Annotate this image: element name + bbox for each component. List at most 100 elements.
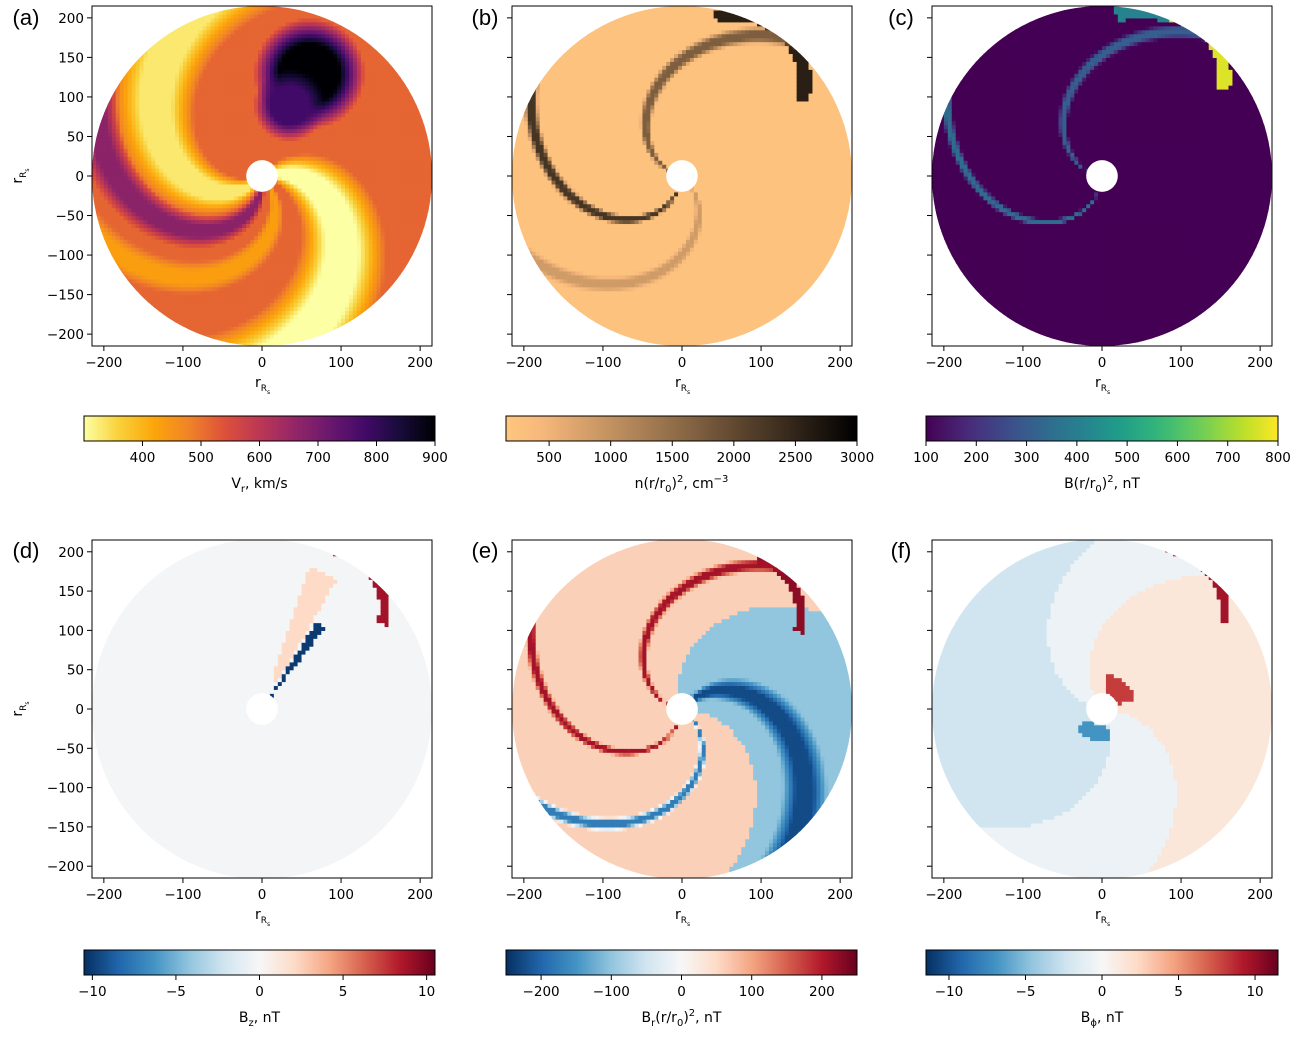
colorbar-tick-label: 500	[188, 450, 214, 466]
colorbar	[925, 949, 1279, 976]
x-tick-label: 0	[258, 355, 267, 371]
panel-c: (c) −200 −100 0 100 200 rRs 100 200 300 400 500 600 7…	[888, 5, 1291, 495]
inner-boundary	[666, 160, 698, 192]
x-tick-label: −200	[85, 887, 122, 903]
colorbar-tick-label: 900	[422, 450, 448, 466]
colorbar	[83, 415, 436, 442]
y-tick-label: 50	[67, 663, 84, 679]
colorbar-label: Bz, nT	[239, 1010, 281, 1029]
x-tick-label: −100	[164, 355, 201, 371]
y-axis-label: rRs	[10, 168, 31, 183]
y-tick-label: 200	[58, 545, 84, 561]
colorbar-tick-label: −10	[78, 984, 107, 1000]
y-tick-label: 100	[58, 90, 84, 106]
y-tick-label: 150	[58, 50, 84, 66]
colorbar-label: n(r/r0)2, cm−3	[635, 474, 729, 495]
colorbar-tick-label: 600	[1165, 450, 1191, 466]
inner-boundary	[246, 160, 278, 192]
colorbar-label: B(r/r0)2, nT	[1064, 474, 1140, 495]
x-tick-label: −100	[1004, 887, 1041, 903]
x-tick-label: −200	[505, 355, 542, 371]
colorbar-tick-label: −200	[523, 984, 560, 1000]
x-tick-label: 200	[407, 887, 433, 903]
y-tick-label: 0	[75, 169, 84, 185]
colorbar-tick-label: 2500	[778, 450, 812, 466]
colorbar-tick-label: 100	[913, 450, 939, 466]
x-tick-label: 0	[1098, 355, 1107, 371]
colorbar-tick-label: −5	[1016, 984, 1036, 1000]
colorbar-tick-label: 700	[1215, 450, 1241, 466]
y-tick-label: −100	[47, 248, 84, 264]
colorbar-tick-label: 1000	[594, 450, 628, 466]
x-axis-label: rRs	[1095, 907, 1110, 928]
colorbar-tick-label: −100	[593, 984, 630, 1000]
x-tick-label: 100	[1168, 887, 1194, 903]
x-axis-label: rRs	[1095, 375, 1110, 396]
x-tick-label: 0	[678, 887, 687, 903]
x-tick-label: 100	[328, 355, 354, 371]
colorbar-tick-label: 0	[1098, 984, 1107, 1000]
heatmap-field	[512, 540, 852, 879]
x-tick-label: 0	[1098, 887, 1107, 903]
y-axis-label: rRs	[10, 701, 31, 716]
x-tick-label: 100	[748, 355, 774, 371]
x-axis-label: rRs	[255, 375, 270, 396]
colorbar-tick-label: 400	[130, 450, 156, 466]
y-tick-label: 50	[67, 129, 84, 145]
heatmap-field	[932, 540, 1272, 879]
panel-e: (e) −200 −100 0 100 200 rRs −200 −100 0 100 200 Br(r…	[472, 538, 858, 1029]
x-tick-label: −200	[925, 355, 962, 371]
colorbar-tick-label: 800	[1265, 450, 1291, 466]
colorbar-tick-label: 500	[1114, 450, 1140, 466]
colorbar-tick-label: −5	[166, 984, 186, 1000]
x-tick-label: 200	[1247, 887, 1273, 903]
inner-boundary	[1086, 160, 1118, 192]
x-tick-label: 200	[827, 887, 853, 903]
colorbar-label: Bϕ, nT	[1081, 1010, 1124, 1029]
colorbar-tick-label: 100	[739, 984, 765, 1000]
colorbar-tick-label: 800	[364, 450, 390, 466]
x-tick-label: 200	[1247, 355, 1273, 371]
colorbar-tick-label: 10	[418, 984, 435, 1000]
y-tick-label: −200	[47, 327, 84, 343]
x-tick-label: −100	[1004, 355, 1041, 371]
heatmap-field	[512, 6, 852, 346]
x-tick-label: −100	[584, 887, 621, 903]
colorbar-tick-label: 0	[255, 984, 264, 1000]
x-axis-label: rRs	[675, 375, 690, 396]
inner-boundary	[666, 693, 698, 725]
x-tick-label: −200	[925, 887, 962, 903]
y-tick-label: −150	[47, 820, 84, 836]
panel-a: (a)−200 −100 0 100 200200150100500−50−100−15…	[10, 5, 448, 495]
colorbar-tick-label: 600	[247, 450, 273, 466]
x-tick-label: −100	[164, 887, 201, 903]
panel-f: (f) −200 −100 0 100 200 rRs −10 −5 0 5 10 Bϕ, nT	[891, 538, 1279, 1029]
y-tick-label: −200	[47, 859, 84, 875]
panel-label: (e)	[472, 538, 499, 563]
heatmap-field	[932, 6, 1272, 346]
y-tick-label: −150	[47, 288, 84, 304]
x-tick-label: −100	[584, 355, 621, 371]
y-tick-label: 150	[58, 584, 84, 600]
colorbar-tick-label: 200	[809, 984, 835, 1000]
colorbar	[925, 415, 1279, 442]
colorbar	[505, 949, 858, 976]
colorbar	[505, 415, 858, 442]
x-tick-label: 100	[748, 887, 774, 903]
colorbar-tick-label: 5	[339, 984, 348, 1000]
colorbar-tick-label: 2000	[717, 450, 751, 466]
x-axis-label: rRs	[675, 907, 690, 928]
panel-b: (b) −200 −100 0 100 200 rRs 500 1000 1500 2000 2500…	[472, 5, 875, 495]
colorbar	[83, 949, 436, 976]
colorbar-tick-label: 3000	[840, 450, 874, 466]
colorbar-tick-label: 10	[1246, 984, 1263, 1000]
inner-boundary	[246, 693, 278, 725]
colorbar-tick-label: 0	[677, 984, 686, 1000]
panel-label: (d)	[13, 538, 40, 563]
x-tick-label: −200	[85, 355, 122, 371]
x-tick-label: 0	[678, 355, 687, 371]
x-axis-label: rRs	[255, 907, 270, 928]
panel-label: (a)	[13, 5, 40, 30]
panel-d: (d)−200 −100 0 100 200200150100500−50−100−15…	[10, 538, 436, 1029]
